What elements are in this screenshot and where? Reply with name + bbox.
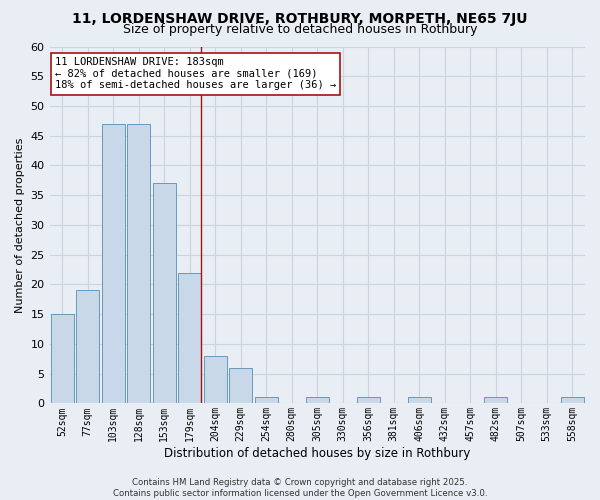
Text: 11 LORDENSHAW DRIVE: 183sqm
← 82% of detached houses are smaller (169)
18% of se: 11 LORDENSHAW DRIVE: 183sqm ← 82% of det…: [55, 57, 336, 90]
Text: Size of property relative to detached houses in Rothbury: Size of property relative to detached ho…: [123, 22, 477, 36]
Text: Contains HM Land Registry data © Crown copyright and database right 2025.
Contai: Contains HM Land Registry data © Crown c…: [113, 478, 487, 498]
Bar: [153, 184, 176, 404]
Bar: [76, 290, 99, 404]
Bar: [229, 368, 252, 404]
X-axis label: Distribution of detached houses by size in Rothbury: Distribution of detached houses by size …: [164, 447, 470, 460]
Bar: [306, 398, 329, 404]
Bar: [178, 272, 201, 404]
Bar: [357, 398, 380, 404]
Bar: [484, 398, 507, 404]
Bar: [255, 398, 278, 404]
Bar: [51, 314, 74, 404]
Text: 11, LORDENSHAW DRIVE, ROTHBURY, MORPETH, NE65 7JU: 11, LORDENSHAW DRIVE, ROTHBURY, MORPETH,…: [72, 12, 528, 26]
Bar: [204, 356, 227, 404]
Bar: [127, 124, 150, 404]
Bar: [561, 398, 584, 404]
Y-axis label: Number of detached properties: Number of detached properties: [15, 138, 25, 312]
Bar: [408, 398, 431, 404]
Bar: [102, 124, 125, 404]
